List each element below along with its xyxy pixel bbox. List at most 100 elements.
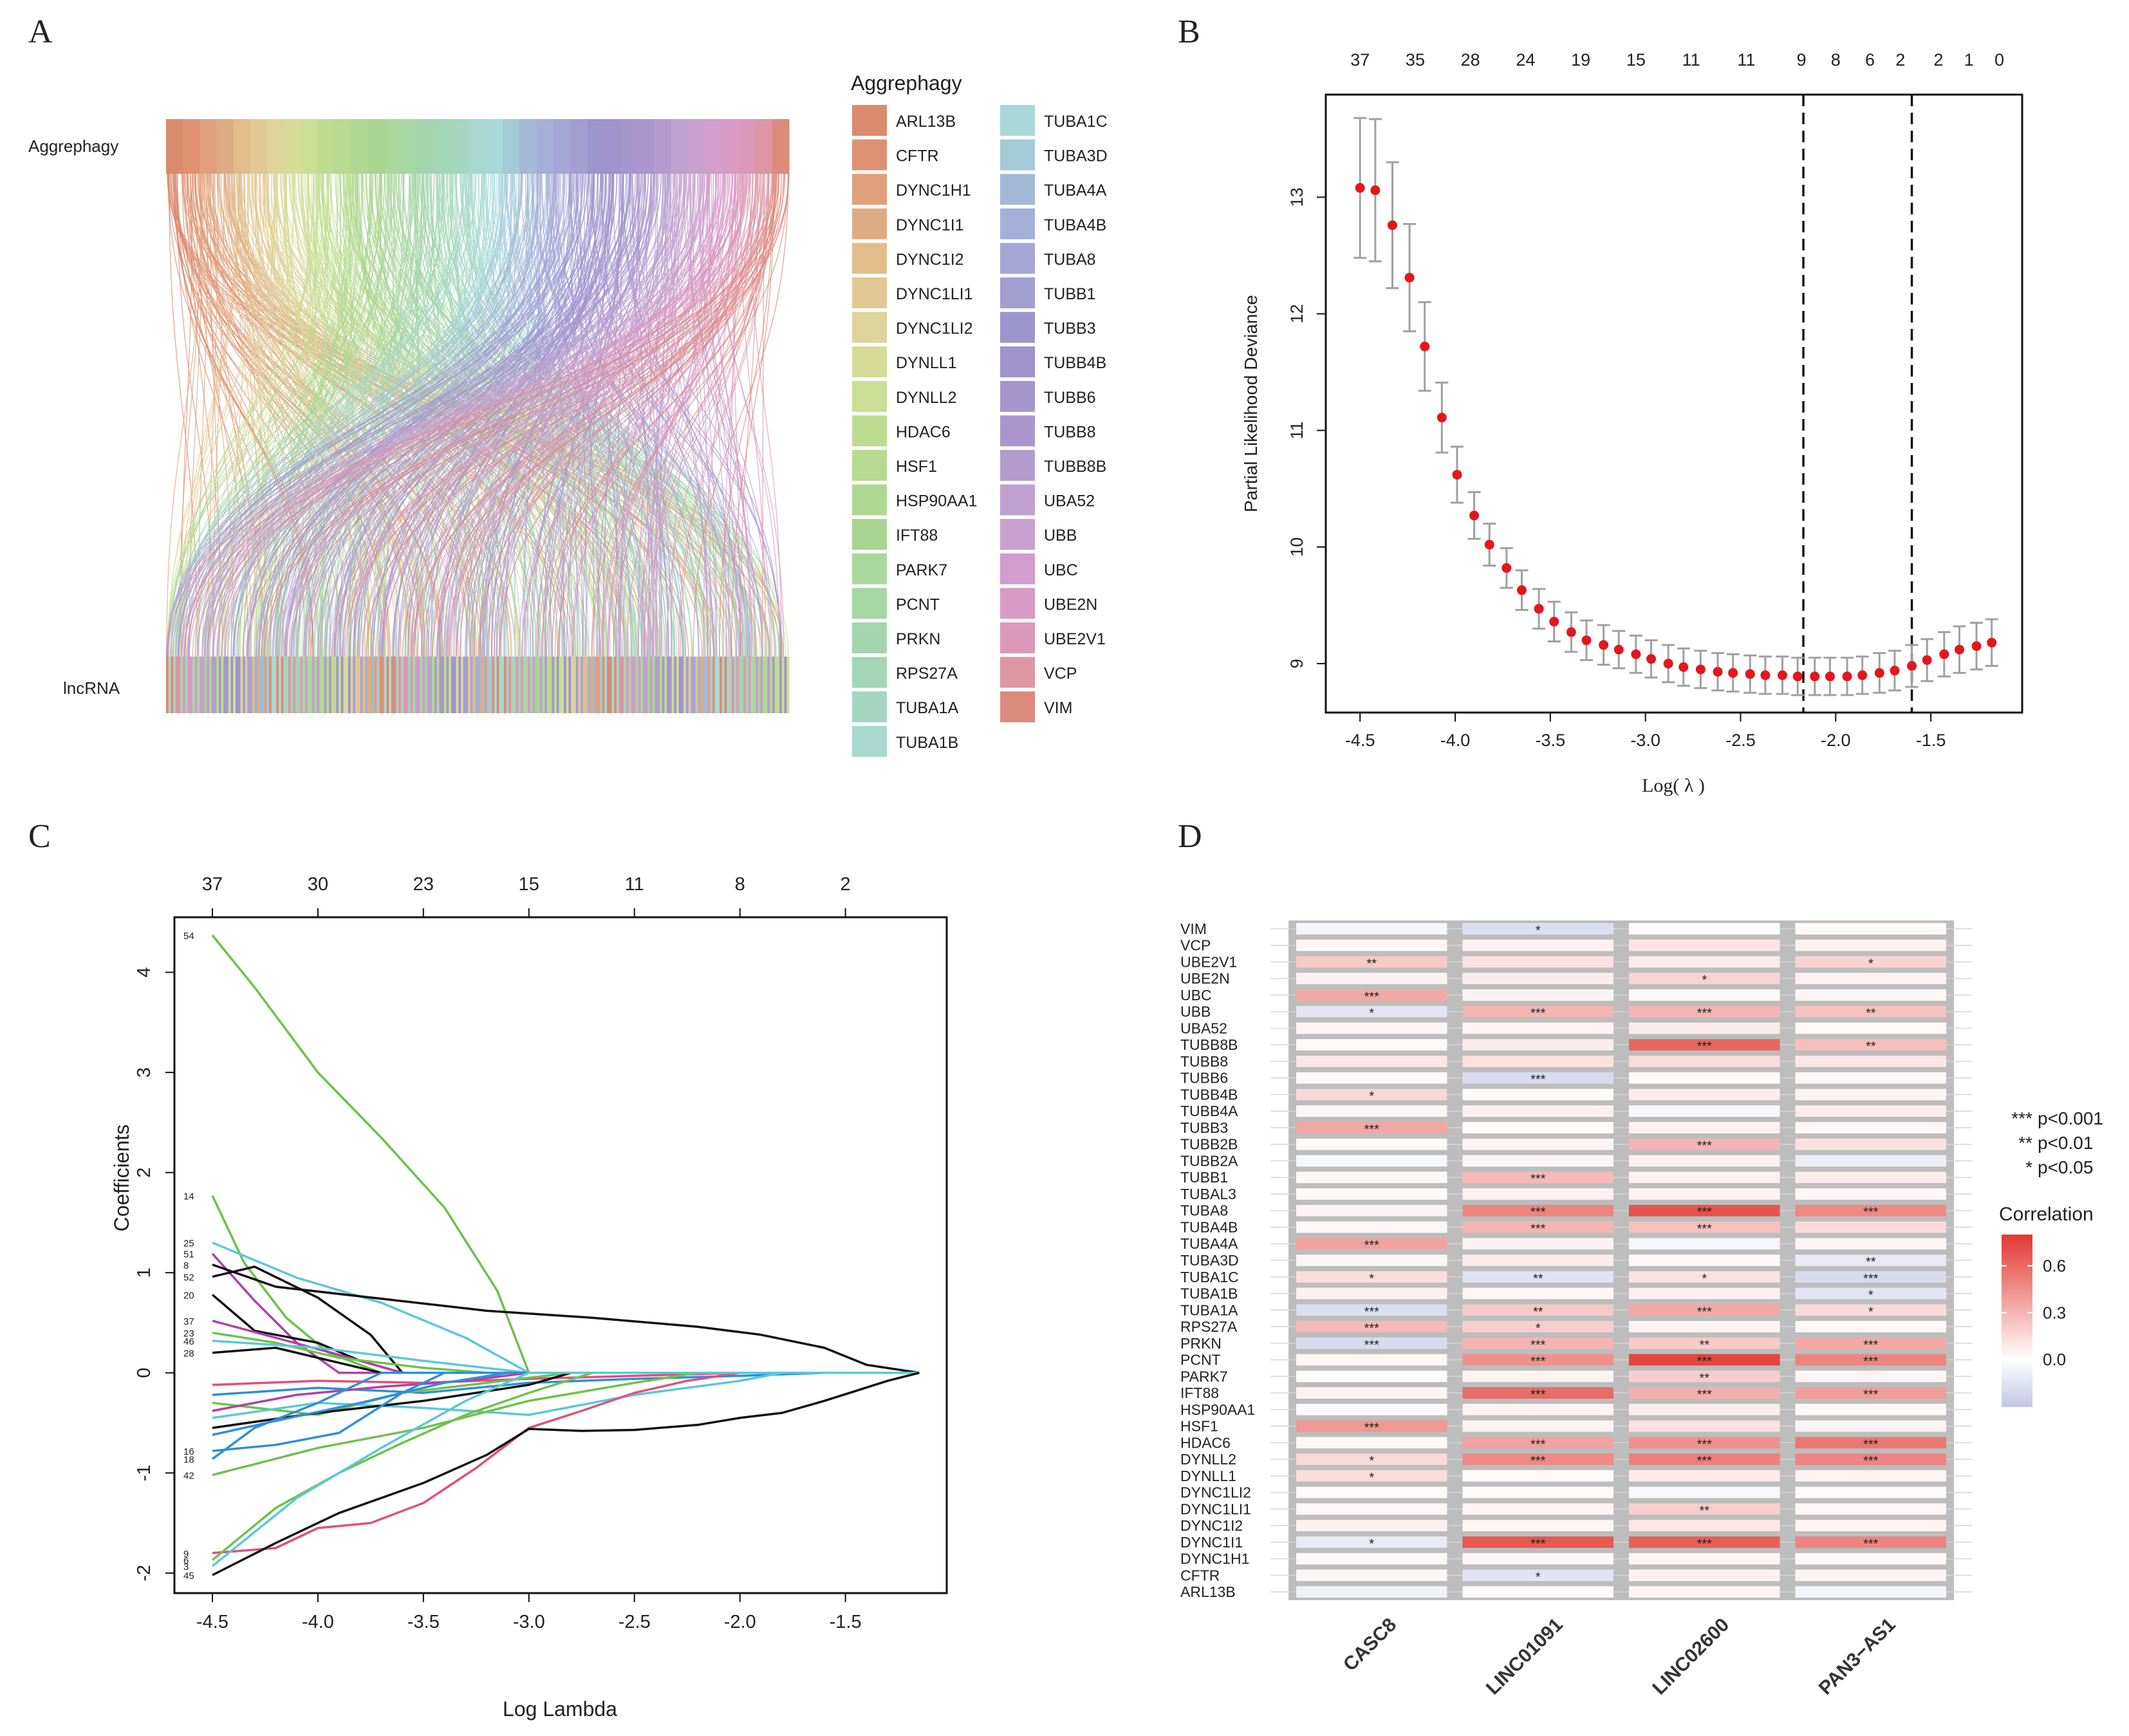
b-data-point	[1890, 666, 1900, 676]
sankey-top-segment	[233, 119, 251, 174]
sig-legend-label: p<0.001	[2038, 1108, 2103, 1128]
sankey-bottom-segment	[343, 657, 346, 713]
heatmap-cell	[1629, 1255, 1780, 1266]
sankey-link	[666, 173, 761, 657]
heatmap-cell	[1795, 1221, 1946, 1233]
sankey-bottom-segment	[230, 657, 234, 713]
heatmap-row-label: IFT88	[1180, 1385, 1219, 1401]
sankey-top-segment	[705, 119, 722, 174]
c-y-tick-label: -1	[134, 1464, 154, 1481]
sankey-link	[377, 173, 488, 657]
heatmap-cell	[1795, 1420, 1946, 1432]
sankey-bottom-segment	[552, 657, 555, 713]
heatmap-cell	[1296, 989, 1447, 1001]
sankey-bottom-segment	[434, 657, 438, 713]
b-top-count-label: 35	[1406, 50, 1425, 70]
sankey-bottom-segment	[688, 657, 691, 713]
sankey-bottom-segment	[621, 657, 624, 713]
sankey-bottom-segment	[549, 657, 552, 713]
heatmap-significance-mark: **	[1699, 1504, 1709, 1518]
sankey-bottom-segment	[496, 657, 500, 713]
panel-label-d: D	[1178, 818, 1202, 855]
sankey-link	[362, 173, 743, 657]
sankey-bottom-segment	[546, 657, 550, 713]
colorbar-step	[2002, 1329, 2032, 1333]
heatmap-significance-mark: ***	[1530, 1355, 1546, 1369]
b-data-point	[1954, 644, 1964, 655]
heatmap-significance-mark: *	[1536, 1570, 1541, 1584]
sankey-bottom-segment	[516, 657, 519, 713]
b-x-tick-label: -4.0	[1440, 731, 1471, 750]
colorbar-step	[2002, 1283, 2032, 1287]
sankey-link	[232, 173, 649, 657]
b-top-count-label: 15	[1626, 50, 1646, 70]
heatmap-cell	[1795, 1403, 1946, 1415]
heatmap-cell	[1795, 1238, 1946, 1250]
heatmap-significance-mark: ***	[1364, 1321, 1380, 1336]
heatmap-cell	[1462, 1122, 1613, 1134]
sankey-link	[233, 173, 499, 657]
sankey-bottom-segment	[530, 657, 534, 713]
sankey-bottom-segment	[214, 657, 217, 713]
sankey-top-segment	[317, 119, 335, 174]
sankey-bottom-segment	[561, 657, 564, 713]
sankey-link	[440, 173, 606, 657]
legend-swatch	[852, 484, 887, 516]
sankey-link	[174, 173, 347, 657]
sankey-bottom-segment	[611, 657, 615, 713]
heatmap-cell	[1795, 1005, 1946, 1018]
colorbar: 0.6 0.3 0.0	[2002, 1235, 2066, 1407]
heatmap-cell	[1629, 1503, 1780, 1515]
sankey-bottom-segment	[674, 657, 677, 713]
sankey-bottom-segment	[489, 657, 492, 713]
heatmap-cell	[1795, 973, 1946, 985]
sankey-bottom-segment	[683, 657, 687, 713]
heatmap-cell	[1629, 1536, 1780, 1548]
sankey-bottom-segment	[329, 657, 332, 713]
legend-label: DYNC1I1	[896, 216, 964, 234]
sankey-link	[366, 173, 789, 657]
sankey-bottom-segment	[228, 657, 232, 713]
sankey-bottom-segment	[221, 657, 224, 713]
b-top-count-label: 37	[1350, 50, 1370, 70]
c-top-count-label: 30	[308, 874, 328, 895]
sankey-link	[518, 173, 698, 657]
sankey-bottom-segment	[479, 657, 483, 713]
legend-label: DYNLL1	[896, 354, 957, 372]
heatmap-significance-mark: **	[1866, 1007, 1876, 1021]
sankey-bottom-segment	[678, 657, 682, 713]
c-y-tick-label: 2	[134, 1168, 154, 1178]
heatmap-cell	[1462, 1520, 1613, 1531]
sankey-bottom-segment	[194, 657, 198, 713]
sankey-bottom-segment	[439, 657, 442, 713]
heatmap-row-label: TUBA1B	[1180, 1285, 1238, 1302]
colorbar-step	[2002, 1274, 2032, 1278]
legend-label: ARL13B	[896, 113, 956, 131]
sankey-link	[521, 173, 765, 657]
sankey-top-bar	[166, 119, 790, 174]
heatmap-row-label: UBE2V1	[1180, 953, 1237, 970]
heatmap-cell	[1296, 1022, 1447, 1034]
b-data-point	[1516, 585, 1527, 595]
b-x-tick-label: -1.5	[1916, 731, 1946, 750]
heatmap-significance-mark: *	[1868, 1305, 1873, 1319]
sankey-top-segment	[536, 119, 554, 174]
sankey-bottom-segment	[245, 657, 248, 713]
sig-legend-label: p<0.01	[2038, 1133, 2093, 1153]
sankey-bottom-node-label: lncRNA	[63, 678, 120, 698]
colorbar-step	[2002, 1380, 2032, 1385]
heatmap-cell	[1462, 1022, 1613, 1034]
sankey-bottom-segment	[741, 657, 744, 713]
sankey-bottom-segment	[357, 657, 361, 713]
sankey-links	[165, 173, 790, 657]
sankey-bottom-segment	[235, 657, 239, 713]
heatmap-cell	[1462, 1072, 1613, 1084]
heatmap-significance-mark: ***	[1364, 1123, 1380, 1137]
c-x-tick-label: -4.0	[302, 1612, 334, 1632]
heatmap-cell	[1462, 1287, 1613, 1300]
sankey-link	[169, 173, 386, 657]
legend-label: DYNC1LI1	[896, 285, 973, 303]
c-coef-path	[211, 934, 920, 1374]
b-data-point	[1922, 655, 1932, 665]
b-data-point	[1713, 667, 1723, 677]
